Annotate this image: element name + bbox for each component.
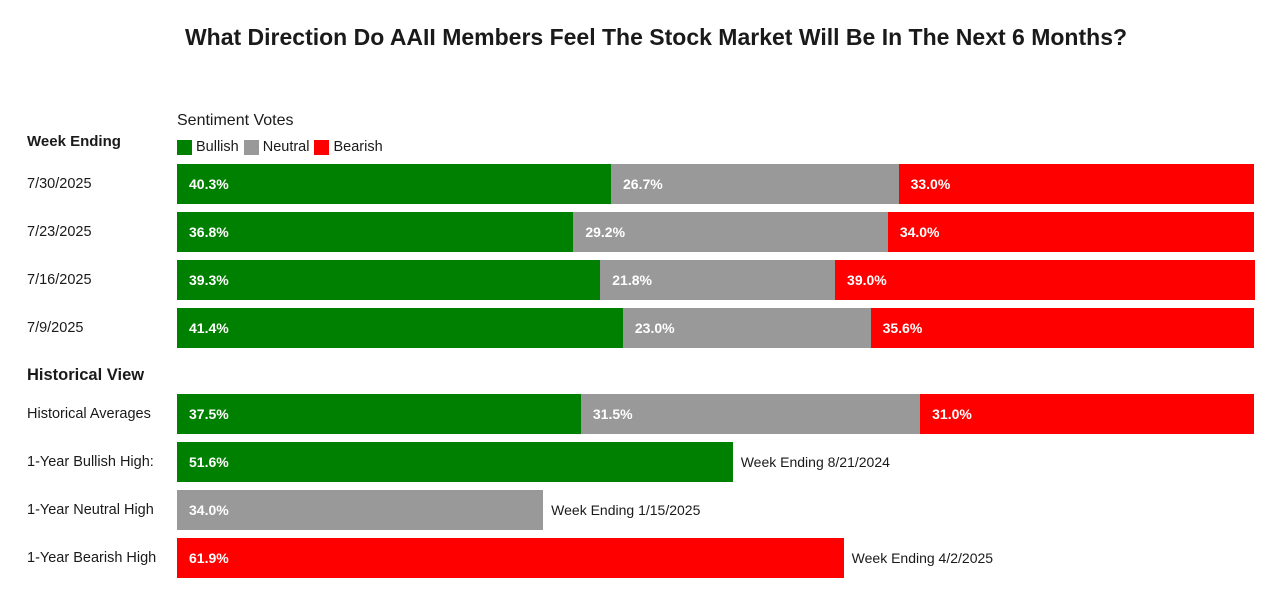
legend-label-neutral: Neutral [262,139,310,155]
week-row-1-neutral-value: 26.7% [623,176,663,192]
week-row-2-bearish-value: 34.0% [899,224,940,240]
high-row-bearish-label: 1-Year Bearish High [27,550,157,566]
high-row-neutral-value: 34.0% [189,502,229,518]
week-row-1-bullish-segment: 40.3% [177,164,612,204]
legend-swatch-bullish [177,139,192,155]
week-row-3-bullish-segment: 39.3% [177,260,601,300]
historical-averages-bearish-segment: 31.0% [920,394,1254,434]
legend-swatch-bearish [314,139,330,155]
week-row-2-bearish-segment: 34.0% [887,212,1254,252]
high-row-bullish-label: 1-Year Bullish High: [27,454,154,470]
legend-label-bullish: Bullish [196,139,239,155]
week-row-4-bearish-value: 35.6% [882,320,923,336]
high-row-bullish-segment: 51.6% [177,442,733,482]
week-row-4-bullish-value: 41.4% [189,320,229,336]
week-row-3-bullish-value: 39.3% [189,272,229,288]
week-row-3-neutral-segment: 21.8% [600,260,836,300]
week-row-3-bearish-segment: 39.0% [835,260,1256,300]
legend-title: Sentiment Votes [177,112,294,129]
legend-swatch-neutral [243,139,259,155]
high-row-bearish-value: 61.9% [189,550,229,566]
week-row-1-bearish-segment: 33.0% [898,164,1254,204]
legend-item-neutral: Neutral [243,139,310,155]
week-row-4-bearish-segment: 35.6% [870,308,1254,348]
week-row-2-label: 7/23/2025 [27,224,92,240]
high-row-neutral-note: Week Ending 1/15/2025 [551,502,701,518]
historical-view-header: Historical View [27,366,145,384]
high-row-neutral-bar: 34.0% Week Ending 1/15/2025 [177,490,1254,530]
legend-item-bearish: Bearish [314,139,383,155]
historical-averages-neutral-segment: 31.5% [580,394,921,434]
week-row-2-neutral-segment: 29.2% [573,212,888,252]
high-row-neutral-segment: 34.0% [177,490,544,530]
high-row-neutral-label: 1-Year Neutral High [27,502,154,518]
week-row-3-bar: 39.3% 21.8% 39.0% [177,260,1256,300]
high-row-bullish-bar: 51.6% Week Ending 8/21/2024 [177,442,1254,482]
chart-title: What Direction Do AAII Members Feel The … [184,24,1128,50]
historical-averages-neutral-value: 31.5% [592,406,633,422]
high-row-bullish-note: Week Ending 8/21/2024 [740,454,890,470]
week-row-4-label: 7/9/2025 [27,320,84,336]
week-ending-header: Week Ending [27,133,121,150]
week-row-4-neutral-segment: 23.0% [622,308,871,348]
legend-item-bullish: Bullish [177,139,239,155]
high-row-bearish-note: Week Ending 4/2/2025 [851,550,994,566]
high-row-bearish-segment: 61.9% [177,538,844,578]
week-row-4-bullish-segment: 41.4% [177,308,623,348]
historical-averages-bar: 37.5% 31.5% 31.0% [177,394,1254,434]
week-row-1-bullish-value: 40.3% [189,176,229,192]
week-row-1-bearish-value: 33.0% [910,176,951,192]
historical-averages-label: Historical Averages [27,406,151,422]
historical-averages-bullish-segment: 37.5% [177,394,581,434]
historical-averages-bullish-value: 37.5% [189,406,229,422]
week-row-1-bar: 40.3% 26.7% 33.0% [177,164,1254,204]
week-row-4-neutral-value: 23.0% [634,320,675,336]
week-row-3-label: 7/16/2025 [27,272,92,288]
week-row-1-neutral-segment: 26.7% [611,164,899,204]
legend: Bullish Neutral Bearish [177,139,388,155]
week-row-2-bullish-value: 36.8% [189,224,229,240]
week-row-3-bearish-value: 39.0% [847,272,887,288]
week-row-4-bar: 41.4% 23.0% 35.6% [177,308,1254,348]
week-row-2-bar: 36.8% 29.2% 34.0% [177,212,1254,252]
week-row-2-neutral-value: 29.2% [585,224,626,240]
high-row-bullish-value: 51.6% [189,454,229,470]
week-row-1-label: 7/30/2025 [27,176,92,192]
week-row-3-neutral-value: 21.8% [612,272,652,288]
week-row-2-bullish-segment: 36.8% [177,212,574,252]
historical-averages-bearish-value: 31.0% [932,406,972,422]
legend-label-bearish: Bearish [333,139,383,155]
high-row-bearish-bar: 61.9% Week Ending 4/2/2025 [177,538,1254,578]
